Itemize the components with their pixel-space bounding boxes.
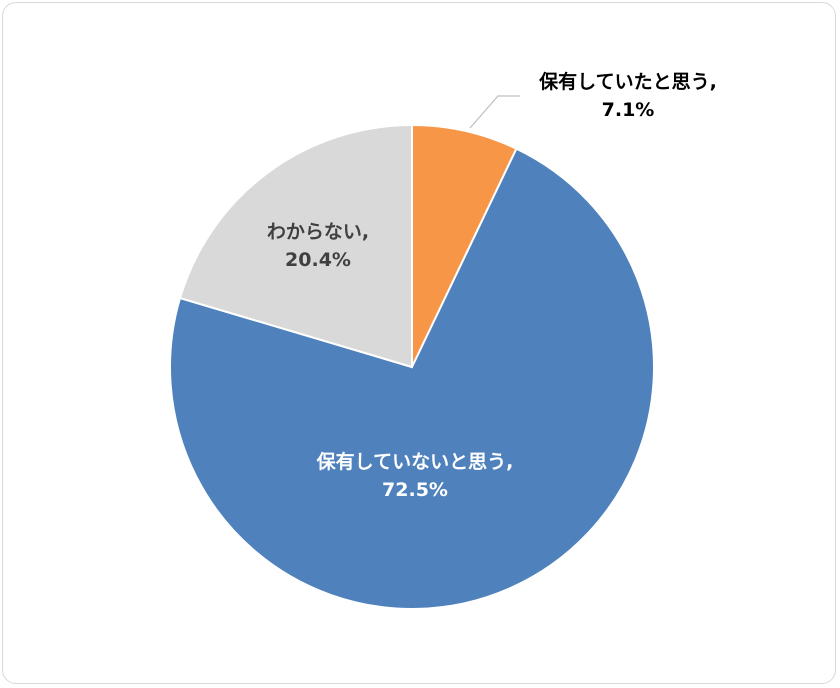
slice-value-2: 72.5%: [382, 479, 448, 501]
slice-label-1: 保有していたと思う,: [538, 70, 717, 93]
pie-slice-1: [411, 123, 518, 368]
slice-label-3: わからない,: [267, 221, 369, 243]
slice-label-2: 保有していないと思う,: [316, 450, 514, 473]
slice-value-3: 20.4%: [285, 249, 351, 271]
pie-slice-2: [169, 147, 655, 610]
pie-slice-3: [178, 123, 413, 369]
leader-line-1: [469, 95, 520, 129]
slice-value-1: 7.1%: [602, 99, 655, 121]
